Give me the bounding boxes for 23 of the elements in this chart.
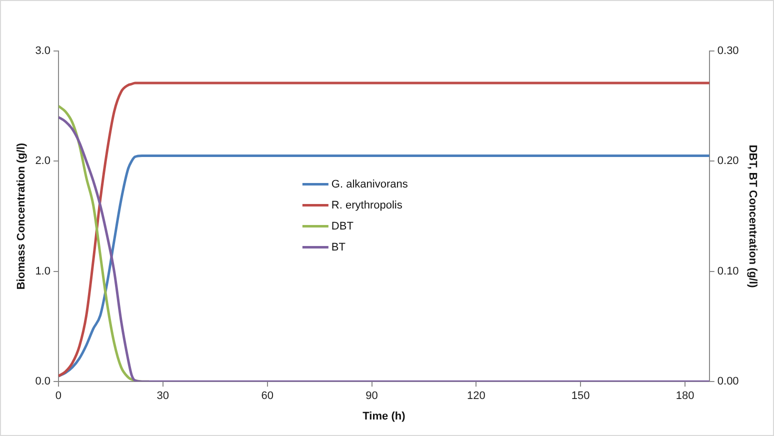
y2-tick-label: 0.30 — [717, 45, 739, 58]
y2-axis-title: DBT, BT Concentration (g/l) — [746, 144, 758, 288]
x-tick-label: 60 — [261, 390, 274, 402]
x-tick-label: 120 — [467, 390, 486, 402]
y-axis-title: Biomass Concentration (g/l) — [16, 142, 28, 290]
x-tick-label: 180 — [676, 390, 694, 402]
y-tick-label: 2.0 — [35, 155, 50, 168]
x-tick-label: 0 — [55, 390, 62, 402]
y-tick-label: 3.0 — [35, 45, 50, 58]
legend-label: G. alkanivorans — [331, 178, 408, 190]
x-axis-title: Time (h) — [362, 410, 406, 422]
line-series — [58, 154, 710, 378]
x-tick-label: 90 — [366, 390, 378, 402]
y-tick-label: 1.0 — [35, 265, 50, 278]
x-tick-label: 150 — [571, 390, 590, 402]
legend-label: R. erythropolis — [331, 199, 403, 212]
x-tick-label: 30 — [156, 390, 170, 402]
y2-tick-label: 0.00 — [717, 376, 739, 388]
legend-label: DBT — [331, 220, 354, 232]
legend-label: BT — [331, 241, 346, 254]
y2-tick-label: 0.20 — [717, 155, 739, 168]
y2-tick-label: 0.10 — [717, 265, 739, 278]
y-tick-label: 0.0 — [35, 376, 50, 388]
